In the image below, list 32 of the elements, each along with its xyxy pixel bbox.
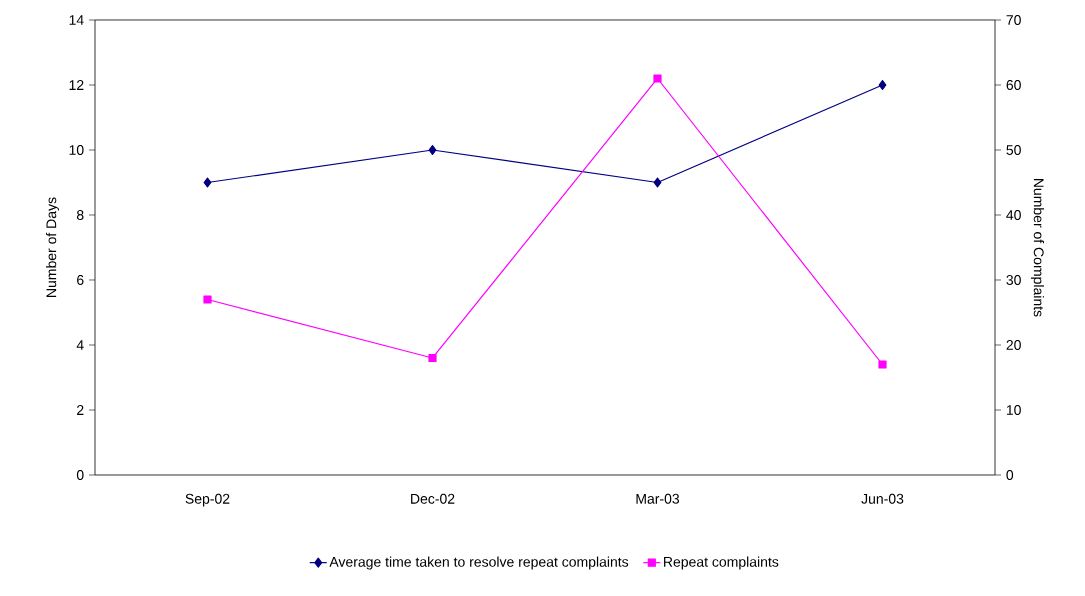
y2-tick-label: 40	[1006, 210, 1021, 220]
x-tick-label: Dec-02	[411, 493, 455, 504]
point	[203, 295, 212, 304]
legend-label: Average time taken to resolve repeat complaints	[329, 556, 629, 570]
legend-label: Repeat complaints	[664, 556, 779, 570]
y-tick-label: 6	[77, 275, 84, 285]
point	[653, 177, 662, 188]
y2-tick-label: 10	[1006, 405, 1021, 415]
point	[878, 79, 887, 91]
y2-tick-label: 70	[1006, 15, 1021, 25]
point	[428, 144, 437, 156]
y2-tick-label: 0	[1006, 470, 1014, 480]
y-tick-label: 0	[76, 470, 84, 480]
y-tick-label: 4	[76, 340, 84, 350]
y2-tick-label: 50	[1006, 145, 1021, 155]
x-tick-label: Mar-03	[636, 493, 680, 504]
y-tick-label: 14	[69, 15, 84, 25]
point	[428, 353, 437, 363]
y2-axis-title: Number of Complaints	[1030, 179, 1045, 317]
x-tick-label: Sep-02	[185, 493, 230, 507]
x-tick-label: Jun-03	[861, 493, 904, 504]
y-tick-label: 8	[76, 210, 84, 220]
y-tick-label: 10	[69, 145, 84, 155]
y2-tick-label: 20	[1006, 340, 1021, 350]
point	[878, 360, 887, 369]
point	[653, 74, 662, 83]
y2-tick-label: 60	[1006, 80, 1021, 90]
y-axis-title: Number of Days	[45, 197, 60, 297]
y2-tick-label: 30	[1006, 275, 1021, 285]
y-tick-label: 2	[77, 405, 84, 415]
point	[203, 177, 212, 188]
y-tick-label: 12	[69, 80, 84, 90]
